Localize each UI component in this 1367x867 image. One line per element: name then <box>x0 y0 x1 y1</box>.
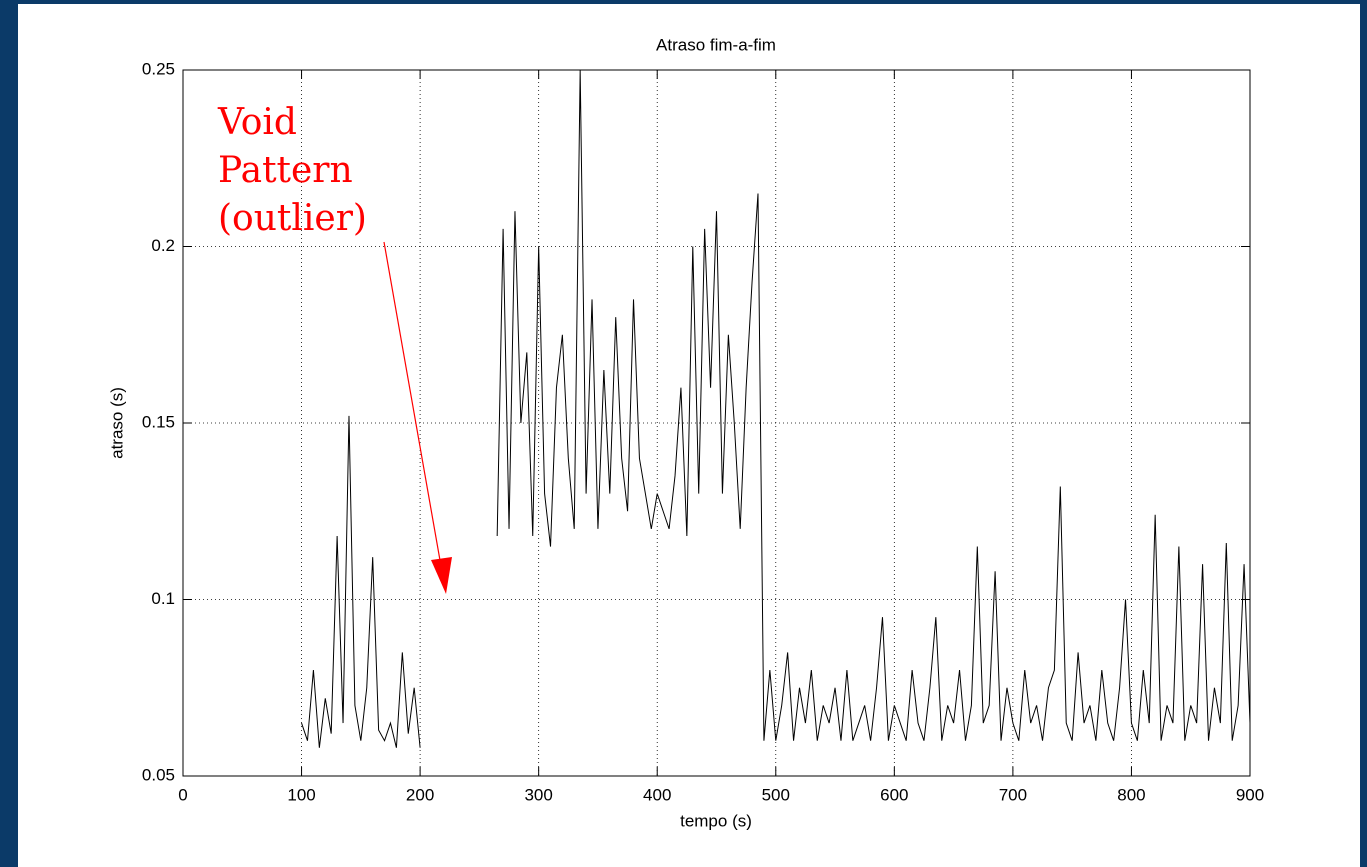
annotation-line: Void <box>217 102 297 143</box>
y-tick-label: 0.05 <box>142 765 175 784</box>
x-tick-label: 500 <box>762 785 790 804</box>
plot-area: 0 100 200 300 400 500 600 700 800 900 0.05 0.1 0.15 0… <box>142 59 1264 804</box>
annotation-arrow <box>383 241 442 567</box>
x-tick-label: 300 <box>524 785 552 804</box>
y-tick-label: 0.2 <box>151 236 175 255</box>
x-tick-label: 400 <box>643 785 671 804</box>
y-tick-label: 0.25 <box>142 59 175 78</box>
x-tick-label: 800 <box>1117 785 1145 804</box>
annotation-line: (outlier) <box>218 198 367 239</box>
x-tick-label: 700 <box>999 785 1027 804</box>
x-axis-label: tempo (s) <box>680 811 752 830</box>
x-tick-label: 900 <box>1236 785 1264 804</box>
x-tick-label: 600 <box>880 785 908 804</box>
annotation-arrowhead <box>431 557 452 594</box>
chart-title: Atraso fim-a-fim <box>656 35 776 54</box>
x-tick-label: 200 <box>406 785 434 804</box>
y-tick-label: 0.1 <box>151 589 175 608</box>
x-tick-label: 0 <box>178 785 187 804</box>
axes-box <box>182 69 1251 777</box>
data-line <box>301 69 1251 748</box>
y-axis-label: atraso (s) <box>107 387 126 459</box>
y-tick-label: 0.15 <box>142 412 175 431</box>
annotation-line: Pattern <box>218 150 353 191</box>
x-tick-label: 100 <box>287 785 315 804</box>
